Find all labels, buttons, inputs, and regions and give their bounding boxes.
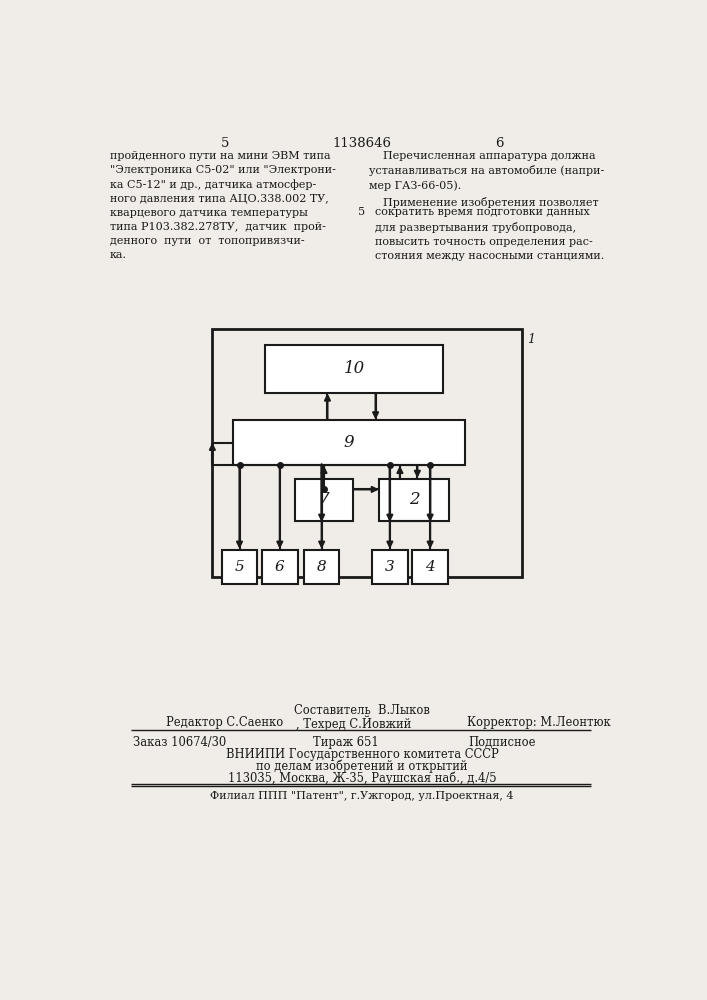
Text: Филиал ППП "Патент", г.Ужгород, ул.Проектная, 4: Филиал ППП "Патент", г.Ужгород, ул.Проек… [210, 791, 514, 801]
Text: 5: 5 [358, 207, 366, 217]
Bar [212, 329, 522, 577]
Text: 9: 9 [344, 434, 354, 451]
Text: 2: 2 [409, 491, 419, 508]
Text: 113035, Москва, Ж-35, Раушская наб., д.4/5: 113035, Москва, Ж-35, Раушская наб., д.4… [228, 771, 496, 785]
Bar [304, 550, 339, 584]
Text: Заказ 10674/30: Заказ 10674/30 [134, 736, 226, 749]
Text: 1: 1 [527, 333, 535, 346]
Text: Подписное: Подписное [468, 736, 536, 749]
Text: 1138646: 1138646 [332, 137, 392, 150]
Text: Применение изобретения позволяет: Применение изобретения позволяет [369, 197, 599, 208]
Text: Корректор: М.Леонтюк: Корректор: М.Леонтюк [467, 716, 610, 729]
Bar [222, 550, 257, 584]
Bar [379, 479, 449, 521]
Text: сократить время подготовки данных
для развертывания трубопровода,
повысить точно: сократить время подготовки данных для ра… [375, 207, 604, 261]
Text: , Техред С.Йовжий: , Техред С.Йовжий [296, 716, 411, 731]
Text: Составитель  В.Лыков: Составитель В.Лыков [294, 704, 430, 717]
Bar [372, 550, 408, 584]
Text: 3: 3 [385, 560, 395, 574]
Text: 8: 8 [317, 560, 327, 574]
Bar [295, 479, 354, 521]
Text: 7: 7 [319, 491, 329, 508]
Text: Редактор С.Саенко: Редактор С.Саенко [166, 716, 283, 729]
Bar [262, 550, 298, 584]
Text: 6: 6 [495, 137, 503, 150]
Text: по делам изобретений и открытий: по делам изобретений и открытий [256, 760, 468, 773]
Text: пройденного пути на мини ЭВМ типа
"Электроника С5-02" или "Электрони-
ка С5-12" : пройденного пути на мини ЭВМ типа "Элект… [110, 151, 336, 260]
Text: 4: 4 [426, 560, 435, 574]
Bar [265, 345, 443, 393]
Bar [412, 550, 448, 584]
Text: 10: 10 [344, 360, 365, 377]
Text: 6: 6 [275, 560, 285, 574]
Bar [233, 420, 465, 465]
Text: 5: 5 [235, 560, 245, 574]
Text: ВНИИПИ Государственного комитета СССР: ВНИИПИ Государственного комитета СССР [226, 748, 498, 761]
Text: 5: 5 [221, 137, 230, 150]
Text: Перечисленная аппаратура должна
устанавливаться на автомобиле (напри-
мер ГАЗ-66: Перечисленная аппаратура должна устанавл… [369, 151, 604, 191]
Text: Тираж 651: Тираж 651 [313, 736, 379, 749]
